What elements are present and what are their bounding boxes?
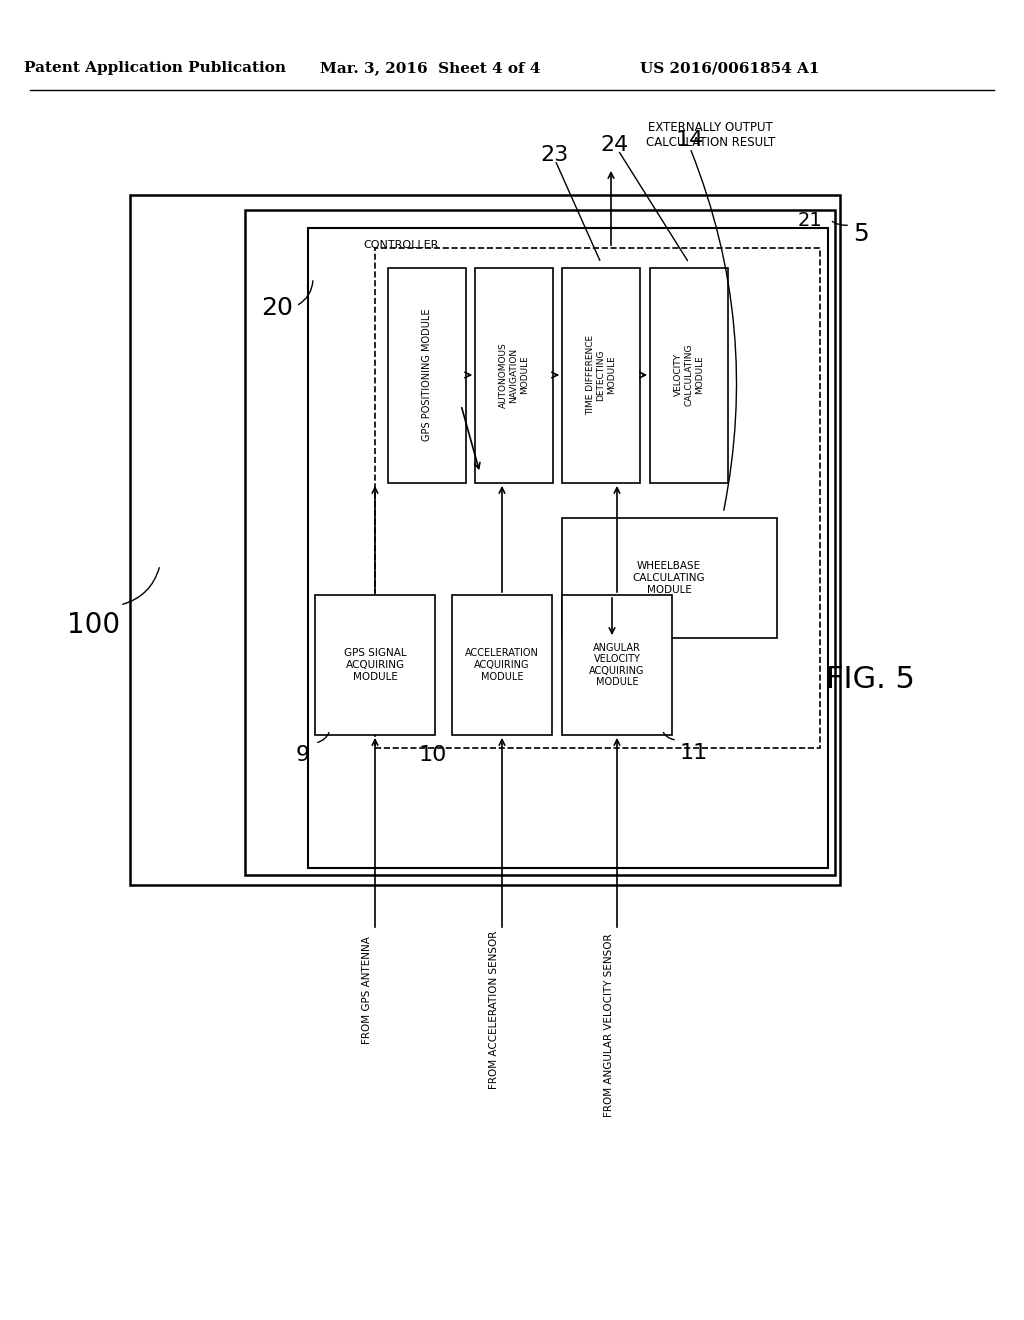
Bar (562, 268, 640, 483)
Text: FROM ANGULAR VELOCITY SENSOR: FROM ANGULAR VELOCITY SENSOR (604, 933, 614, 1117)
Text: EXTERNALLY OUTPUT
CALCULATION RESULT: EXTERNALLY OUTPUT CALCULATION RESULT (646, 121, 775, 149)
Text: FROM ACCELERATION SENSOR: FROM ACCELERATION SENSOR (489, 931, 499, 1089)
Text: FIG. 5: FIG. 5 (825, 665, 914, 694)
Text: TIME DIFFERENCE
DETECTING
MODULE: TIME DIFFERENCE DETECTING MODULE (586, 335, 615, 414)
Text: 9: 9 (296, 744, 310, 766)
Text: 23: 23 (541, 145, 569, 165)
Text: 11: 11 (680, 743, 709, 763)
Text: VELOCITY
CALCULATING
MODULE: VELOCITY CALCULATING MODULE (674, 343, 703, 407)
Text: Patent Application Publication: Patent Application Publication (24, 61, 286, 75)
Text: GPS SIGNAL
ACQUIRING
MODULE: GPS SIGNAL ACQUIRING MODULE (344, 648, 407, 681)
Text: 20: 20 (261, 296, 293, 319)
Bar (375, 248, 820, 748)
Text: ACCELERATION
ACQUIRING
MODULE: ACCELERATION ACQUIRING MODULE (465, 648, 539, 681)
Text: 10: 10 (419, 744, 447, 766)
Text: US 2016/0061854 A1: US 2016/0061854 A1 (640, 61, 820, 75)
Bar (315, 595, 435, 735)
Bar (452, 595, 552, 735)
Text: Mar. 3, 2016  Sheet 4 of 4: Mar. 3, 2016 Sheet 4 of 4 (319, 61, 541, 75)
Text: AUTONOMOUS
NAVIGATION
MODULE: AUTONOMOUS NAVIGATION MODULE (499, 342, 529, 408)
Text: GPS POSITIONING MODULE: GPS POSITIONING MODULE (422, 309, 432, 441)
Text: 21: 21 (798, 211, 822, 230)
Bar (245, 210, 835, 875)
Text: 5: 5 (853, 222, 868, 246)
Bar (562, 517, 777, 638)
Text: FROM GPS ANTENNA: FROM GPS ANTENNA (362, 936, 372, 1044)
Text: 14: 14 (676, 129, 705, 150)
Text: 24: 24 (601, 135, 629, 154)
Text: CONTROLLER: CONTROLLER (362, 240, 438, 249)
Bar (562, 595, 672, 735)
Text: 100: 100 (67, 611, 120, 639)
Bar (130, 195, 840, 884)
Bar (388, 268, 466, 483)
Bar (475, 268, 553, 483)
Bar (650, 268, 728, 483)
Text: WHEELBASE
CALCULATING
MODULE: WHEELBASE CALCULATING MODULE (633, 561, 706, 594)
Bar (308, 228, 828, 869)
Text: ANGULAR
VELOCITY
ACQUIRING
MODULE: ANGULAR VELOCITY ACQUIRING MODULE (589, 643, 645, 688)
